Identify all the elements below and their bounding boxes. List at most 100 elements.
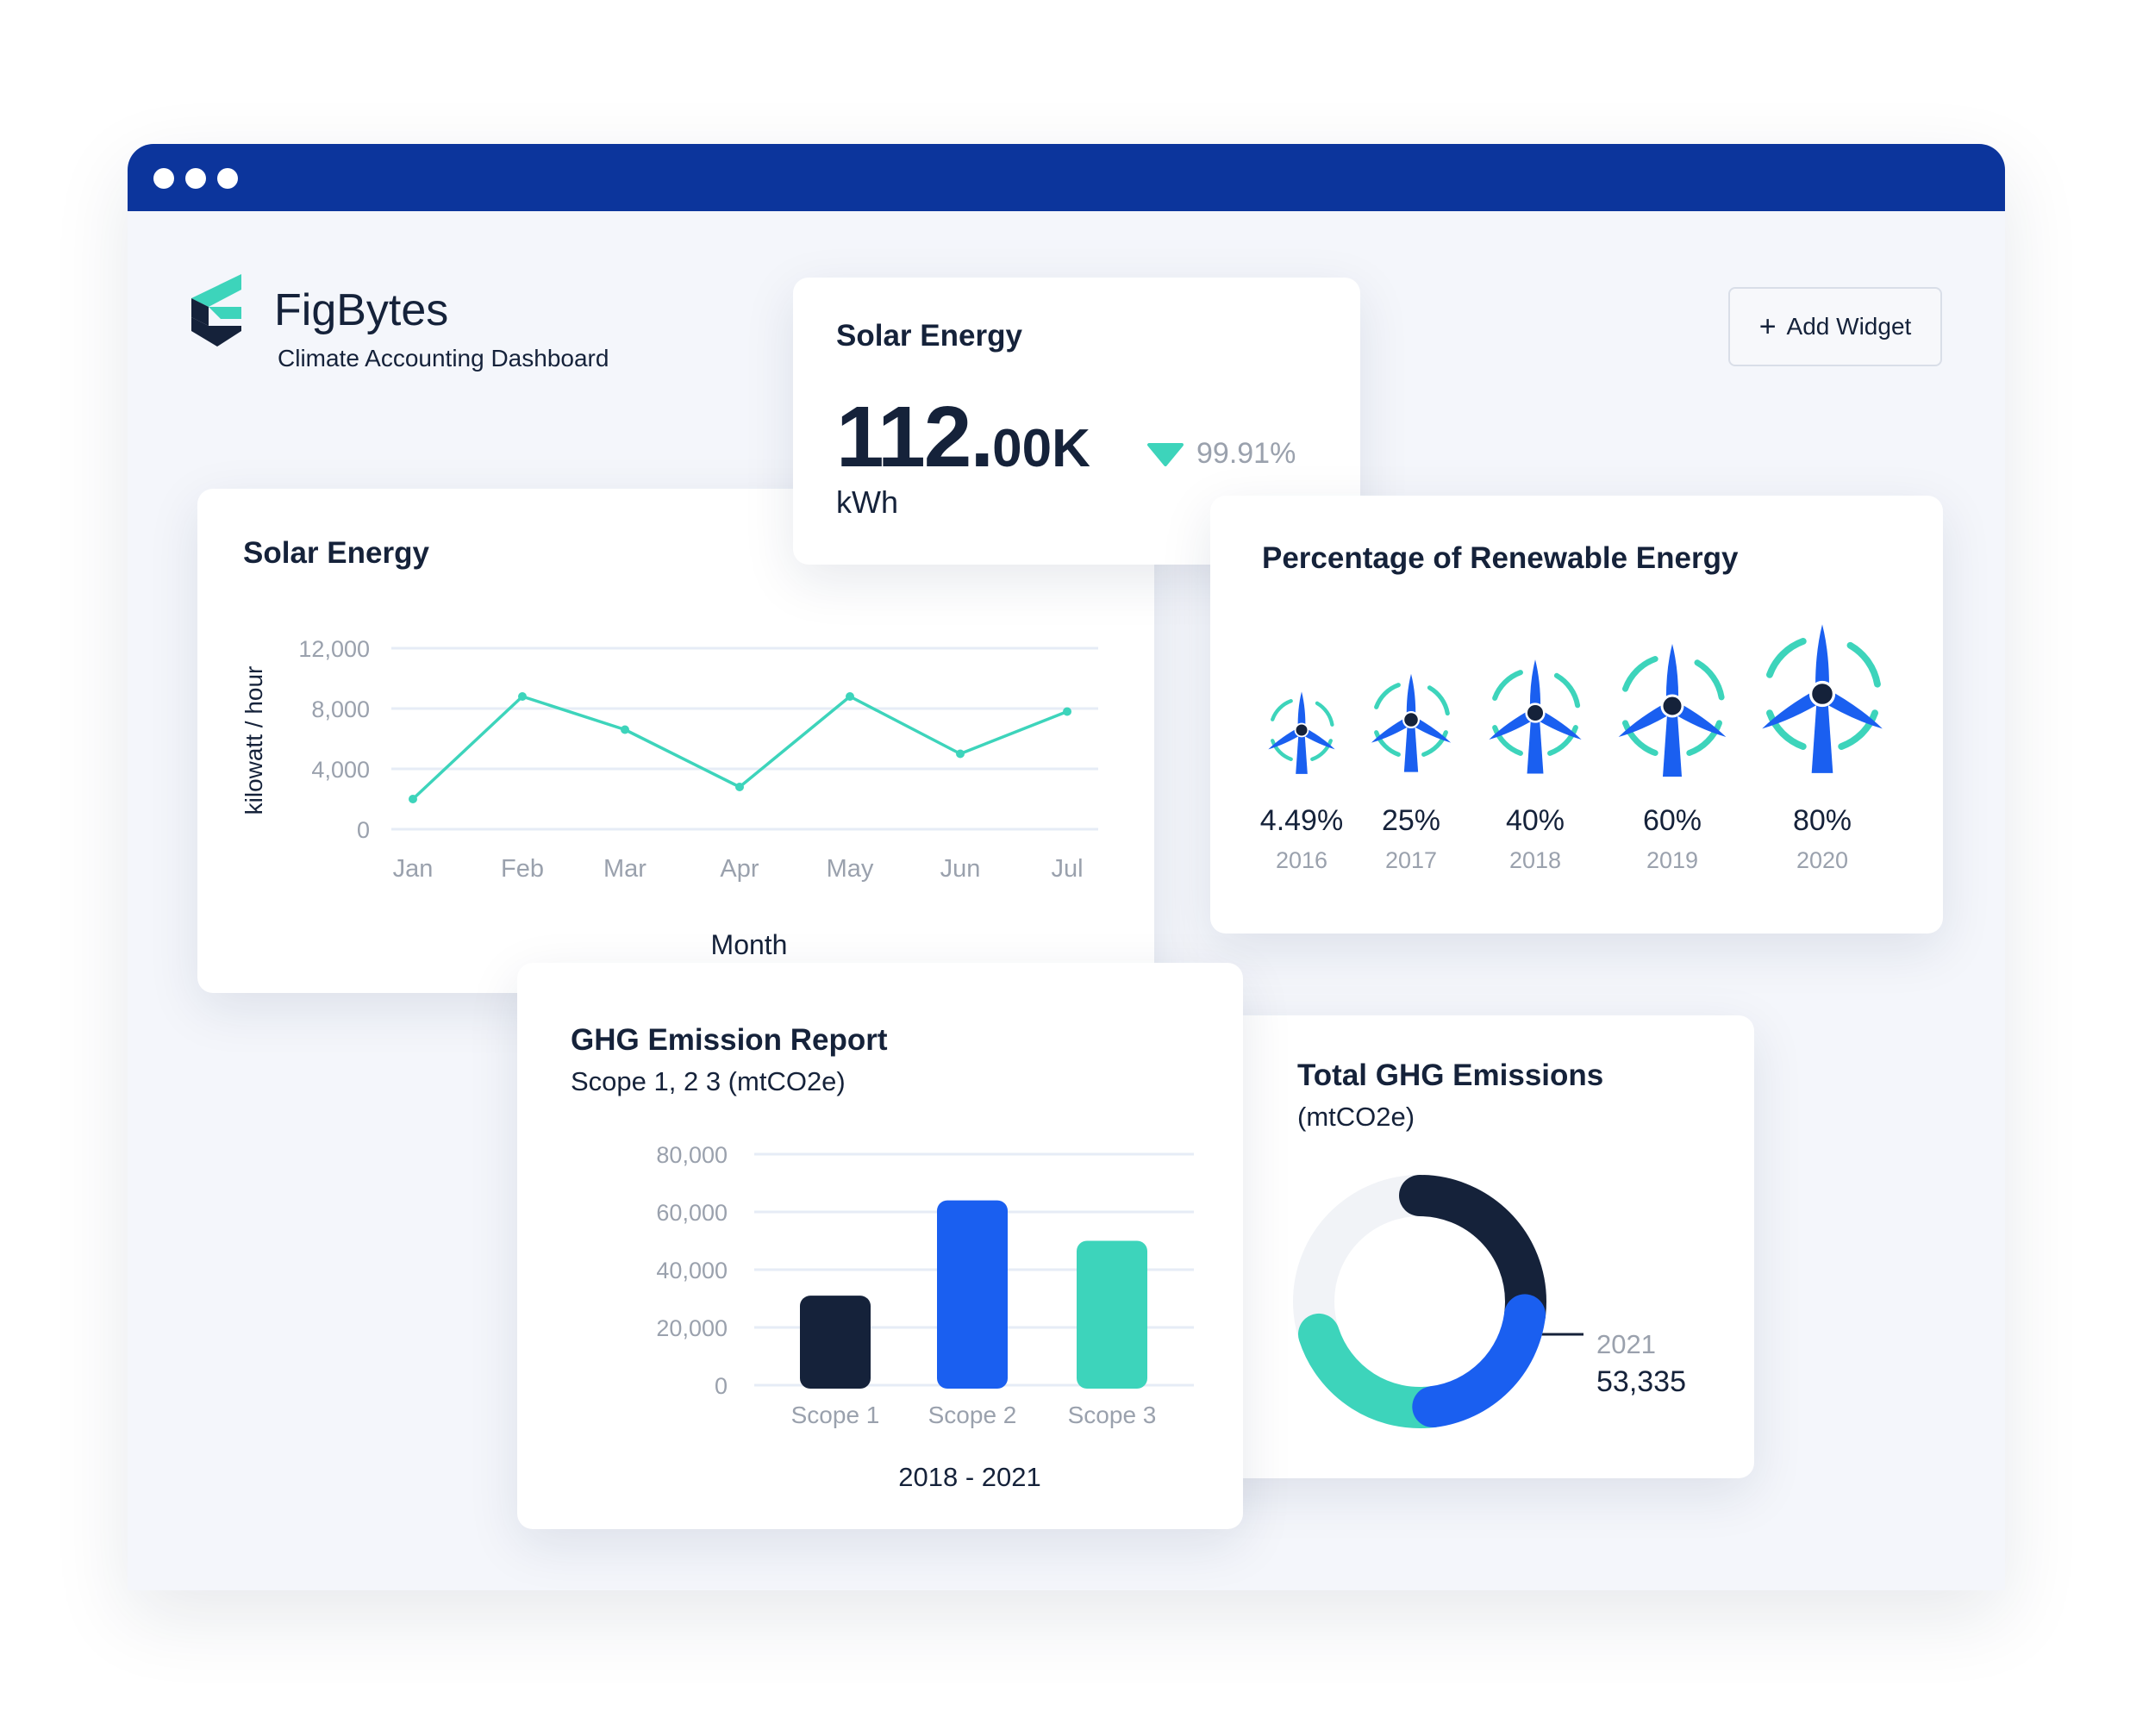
solar-energy-chart-card: Solar Energy kilowatt / hour Month 0 4,00… <box>197 489 1154 993</box>
wind-turbine-icon <box>1268 691 1335 774</box>
y-tick-label: 0 <box>357 817 370 843</box>
turbine-arc <box>1766 638 1807 678</box>
turbine-tower <box>1663 715 1682 777</box>
x-tick-label: Apr <box>720 855 759 883</box>
bar <box>937 1200 1008 1389</box>
turbine-arc <box>1374 730 1401 757</box>
renewable-percent: 40% <box>1506 804 1565 837</box>
turbine-blade <box>1409 715 1452 743</box>
ghg-emission-report-card: GHG Emission Report Scope 1, 2 3 (mtCO2e… <box>517 963 1243 1529</box>
kpi-unit: kWh <box>836 484 898 520</box>
card-subtitle: (mtCO2e) <box>1297 1102 1415 1132</box>
turbine-tower <box>1527 720 1544 774</box>
brand-name: FigBytes <box>274 285 449 335</box>
renewable-year: 2018 <box>1509 847 1561 873</box>
x-tick-label: Scope 1 <box>791 1402 880 1428</box>
turbine-blade <box>1815 624 1829 694</box>
turbine-arc <box>1492 725 1523 756</box>
turbine-blade <box>1529 659 1541 713</box>
turbine-blade <box>1618 700 1676 737</box>
card-subtitle: Scope 1, 2 3 (mtCO2e) <box>571 1066 846 1096</box>
ghg-bar-chart: 2018 - 2021 0 20,000 40,000 60,000 80,000 Sco… <box>656 1142 1194 1492</box>
data-point <box>956 749 965 759</box>
y-tick-label: 8,000 <box>311 696 370 722</box>
window-dot-icon[interactable] <box>185 168 206 189</box>
x-tick-label: Jan <box>393 855 434 883</box>
renewable-percent: 80% <box>1793 804 1852 837</box>
turbine-blade <box>1665 644 1679 706</box>
turbine-hub <box>1402 711 1420 728</box>
card-title: Percentage of Renewable Energy <box>1262 541 1739 575</box>
x-tick-label: Scope 2 <box>928 1402 1017 1428</box>
bar <box>1077 1240 1147 1389</box>
total-ghg-donut-chart: 2021 53,335 <box>1293 1175 1686 1428</box>
turbine-arc <box>1694 659 1725 701</box>
window-dot-icon[interactable] <box>153 168 174 189</box>
turbine-blade <box>1532 708 1582 740</box>
turbine-hub <box>1808 680 1836 708</box>
turbine-arc <box>1621 720 1658 757</box>
kpi-value: 112.00K <box>836 388 1090 487</box>
turbine-arc <box>1271 699 1293 721</box>
turbine-blade <box>1371 715 1414 743</box>
annotation-value: 53,335 <box>1596 1365 1686 1398</box>
turbine-tower <box>1811 703 1833 773</box>
renewable-percent: 4.49% <box>1260 804 1343 837</box>
turbine-arc <box>1838 709 1878 750</box>
x-tick-label: Scope 3 <box>1068 1402 1157 1428</box>
x-tick-label: Jun <box>940 855 981 883</box>
x-axis-label: Month <box>711 929 788 960</box>
data-point <box>409 795 417 803</box>
window-dot-icon[interactable] <box>217 168 238 189</box>
data-point <box>518 692 527 701</box>
turbine-arc <box>1766 709 1807 750</box>
card-title: Total GHG Emissions <box>1297 1058 1604 1092</box>
turbine-arc <box>1547 725 1578 756</box>
figbytes-logo-icon <box>191 274 241 347</box>
renewable-percent: 60% <box>1643 804 1702 837</box>
wind-turbine-row: 4.49% 2016 25% 2017 40% 2018 60% 2019 80% 2020 <box>1260 624 1883 873</box>
add-widget-button[interactable]: + Add Widget <box>1728 287 1942 366</box>
data-point <box>1063 707 1071 716</box>
card-title: GHG Emission Report <box>571 1023 888 1057</box>
x-axis-label: 2018 - 2021 <box>898 1462 1040 1492</box>
x-tick-label: Jul <box>1051 855 1083 883</box>
add-widget-label: Add Widget <box>1786 313 1912 340</box>
wind-turbine-icon <box>1489 659 1582 774</box>
y-tick-label: 4,000 <box>311 757 370 783</box>
data-point <box>735 783 744 791</box>
x-tick-label: Feb <box>501 855 544 883</box>
turbine-arc <box>1553 672 1581 709</box>
renewable-year: 2020 <box>1796 847 1848 873</box>
wind-turbine-icon <box>1762 624 1883 773</box>
wind-turbine-icon <box>1618 644 1727 777</box>
y-tick-label: 40,000 <box>656 1258 728 1283</box>
turbine-blade <box>1297 691 1306 730</box>
renewable-year: 2017 <box>1385 847 1437 873</box>
turbine-blade <box>1299 727 1335 750</box>
turbine-arc <box>1374 683 1401 709</box>
data-point <box>846 692 854 701</box>
wind-turbine-icon <box>1371 673 1452 772</box>
turbine-blade <box>1406 673 1416 720</box>
turbine-arc <box>1315 701 1334 727</box>
turbine-arc <box>1421 730 1448 757</box>
y-tick-label: 80,000 <box>656 1142 728 1168</box>
renewable-energy-card: Percentage of Renewable Energy 4.49% 2016… <box>1210 496 1943 934</box>
renewable-year: 2019 <box>1646 847 1698 873</box>
turbine-hub <box>1525 703 1546 723</box>
solar-energy-line-chart: kilowatt / hour Month 0 4,000 8,000 12,000 J… <box>240 636 1098 960</box>
turbine-arc <box>1271 739 1293 761</box>
turbine-blade <box>1762 688 1826 729</box>
turbine-hub <box>1660 694 1684 718</box>
x-tick-label: May <box>827 855 874 883</box>
turbine-blade <box>1819 688 1883 729</box>
y-tick-label: 12,000 <box>298 636 370 662</box>
renewable-year: 2016 <box>1276 847 1327 873</box>
kpi-value-main: 112. <box>836 389 994 485</box>
total-ghg-card: Total GHG Emissions (mtCO2e) 2021 53,335 <box>1198 1015 1754 1478</box>
donut-slice <box>1293 1175 1546 1428</box>
brand-subtitle: Climate Accounting Dashboard <box>278 345 609 372</box>
turbine-tower <box>1403 726 1419 772</box>
turbine-blade <box>1268 727 1304 750</box>
